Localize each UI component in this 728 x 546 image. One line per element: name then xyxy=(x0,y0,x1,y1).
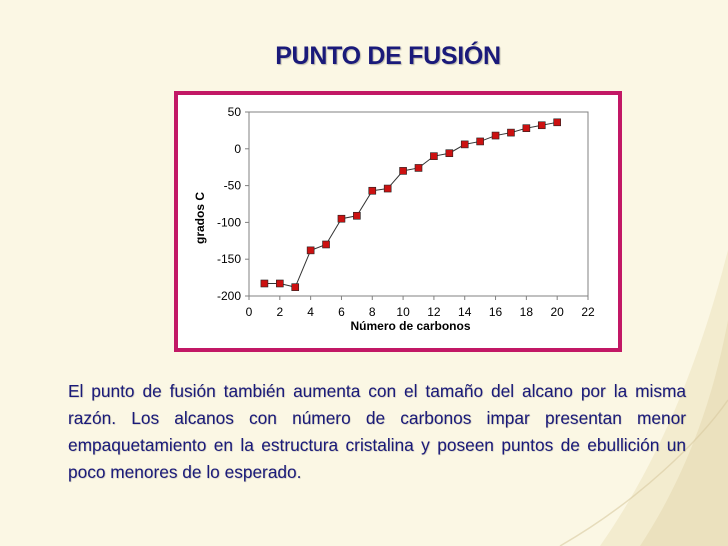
data-point xyxy=(337,214,346,223)
data-point xyxy=(522,124,531,132)
body-paragraph: El punto de fusión también aumenta con e… xyxy=(68,381,686,482)
data-point xyxy=(460,140,469,149)
x-tick-label: 16 xyxy=(489,305,503,319)
series-line xyxy=(264,121,558,288)
x-tick-label: 4 xyxy=(307,305,314,319)
data-point xyxy=(491,131,500,140)
data-point xyxy=(399,167,407,175)
data-point xyxy=(430,152,438,160)
x-tick-label: 6 xyxy=(338,305,345,319)
data-point xyxy=(507,128,515,137)
data-point xyxy=(322,240,330,249)
y-tick-label: 50 xyxy=(228,105,242,119)
data-point xyxy=(353,211,361,220)
data-point xyxy=(553,118,561,127)
x-tick-label: 22 xyxy=(581,305,595,319)
data-point xyxy=(260,279,269,288)
plot-area xyxy=(248,111,589,297)
y-tick-label: -50 xyxy=(224,179,242,193)
x-tick-label: 8 xyxy=(369,305,376,319)
x-tick-label: 0 xyxy=(246,305,253,319)
y-tick-label: -100 xyxy=(217,215,241,229)
data-point xyxy=(414,164,423,172)
data-point xyxy=(537,121,546,130)
x-tick-label: 2 xyxy=(276,305,283,319)
x-axis-label: Número de carbonos xyxy=(350,319,470,333)
x-tick-label: 20 xyxy=(551,305,565,319)
data-point xyxy=(306,246,315,255)
x-tick-label: 12 xyxy=(427,305,441,319)
y-tick-label: 0 xyxy=(234,142,241,156)
data-point xyxy=(291,283,300,291)
slide-title: PUNTO DE FUSIÓN xyxy=(275,42,501,70)
x-tick-label: 10 xyxy=(396,305,410,319)
x-tick-label: 18 xyxy=(520,305,534,319)
data-point xyxy=(445,149,454,158)
data-point xyxy=(368,186,377,195)
chart-frame: 50 0 -50 -100 -150 -200 0 2 4 6 8 10 12 14 16 18 20 22 Núm… xyxy=(174,91,622,352)
data-point xyxy=(383,184,392,193)
data-point xyxy=(276,279,284,288)
y-tick-label: -150 xyxy=(217,252,241,266)
melting-point-chart: 50 0 -50 -100 -150 -200 0 2 4 6 8 10 12 14 16 18 20 22 Núm… xyxy=(193,105,595,333)
y-axis-label: grados C xyxy=(193,192,207,244)
x-tick-label: 14 xyxy=(458,305,472,319)
data-point xyxy=(476,137,484,146)
y-tick-label: -200 xyxy=(217,289,241,303)
